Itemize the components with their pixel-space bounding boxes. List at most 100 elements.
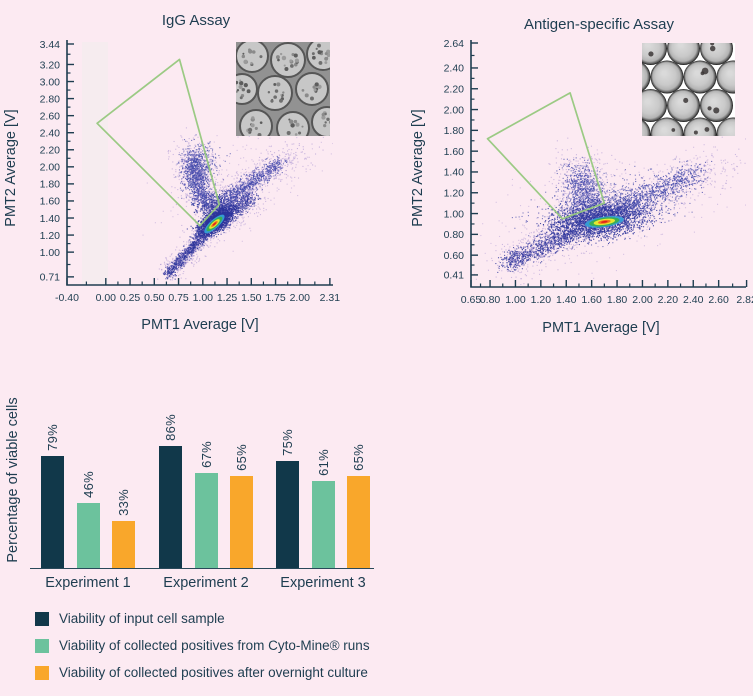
x-tick-label: 2.31 bbox=[320, 292, 341, 304]
bar-value-label: 86% bbox=[162, 414, 178, 441]
legend-label: Viability of collected positives after o… bbox=[59, 665, 368, 680]
bar-2-series-1 bbox=[159, 446, 182, 568]
y-tick-label: 2.20 bbox=[444, 84, 465, 96]
x-axis-label: PMT1 Average [V] bbox=[542, 320, 659, 336]
y-tick-label: 2.60 bbox=[40, 110, 61, 122]
y-tick-label: 1.60 bbox=[444, 146, 465, 158]
y-tick-label: 1.00 bbox=[444, 208, 465, 220]
y-tick-label: 1.20 bbox=[444, 188, 465, 200]
x-tick-label: 1.00 bbox=[193, 292, 214, 304]
bar-value-label: 75% bbox=[279, 429, 295, 456]
sort-gate-polygon bbox=[96, 58, 221, 227]
category-label: Experiment 1 bbox=[45, 575, 131, 591]
chart-legend: Viability of input cell sample Viability … bbox=[35, 611, 370, 680]
y-tick-label: 1.40 bbox=[40, 213, 61, 225]
y-tick-label: 0.71 bbox=[40, 272, 61, 284]
y-tick-label: 1.60 bbox=[40, 196, 61, 208]
y-tick-label: 1.40 bbox=[444, 167, 465, 179]
y-tick-label: 1.20 bbox=[40, 230, 61, 242]
x-tick-label: 0.65 bbox=[461, 294, 482, 306]
x-tick-label: 1.50 bbox=[241, 292, 262, 304]
axis-lines bbox=[470, 40, 746, 288]
y-tick-label: 1.00 bbox=[40, 247, 61, 259]
y-tick-label: 0.60 bbox=[444, 250, 465, 262]
y-tick-label: 2.00 bbox=[40, 162, 61, 174]
y-axis-label: PMT2 Average [V] bbox=[3, 109, 19, 226]
x-tick-label: 1.25 bbox=[217, 292, 238, 304]
x-tick-label: 1.80 bbox=[607, 294, 628, 306]
y-axis-label: PMT2 Average [V] bbox=[410, 109, 426, 226]
x-tick-label: 2.82 bbox=[736, 294, 753, 306]
category-label: Experiment 2 bbox=[163, 575, 249, 591]
legend-swatch bbox=[35, 638, 49, 653]
legend-item: Viability of collected positives after o… bbox=[35, 665, 370, 680]
bar-2-series-3 bbox=[230, 476, 253, 568]
y-tick-label: 3.20 bbox=[40, 59, 61, 71]
bar-1-series-2 bbox=[77, 503, 100, 568]
y-tick-label: 2.20 bbox=[40, 145, 61, 157]
scatter-plot-antigen-specific-assay: 2.64 2.40 2.20 2.00 1.80 1.60 1.40 1.20 1.00 0.80… bbox=[377, 0, 753, 352]
y-tick-label: 2.80 bbox=[40, 93, 61, 105]
axis-lines bbox=[66, 40, 333, 286]
x-tick-label: 0.80 bbox=[480, 294, 501, 306]
legend-swatch bbox=[35, 611, 49, 626]
bar-3-series-2 bbox=[312, 481, 335, 568]
x-tick-label: 2.00 bbox=[290, 292, 311, 304]
bar-value-label: 65% bbox=[233, 444, 249, 471]
x-tick-label: 1.20 bbox=[531, 294, 552, 306]
bar-y-axis-label: Percentage of viable cells bbox=[5, 397, 21, 563]
scatter-plot-igg-assay: 3.44 3.20 3.00 2.80 2.60 2.40 2.20 2.00 1.80 1.60… bbox=[0, 0, 372, 352]
plot-title: IgG Assay bbox=[162, 12, 231, 29]
x-axis-label: PMT1 Average [V] bbox=[141, 317, 258, 333]
x-tick-label: 1.40 bbox=[556, 294, 577, 306]
x-tick-label: 0.50 bbox=[144, 292, 165, 304]
y-tick-label: 2.40 bbox=[40, 127, 61, 139]
y-tick-label: 3.00 bbox=[40, 76, 61, 88]
y-tick-label: 2.64 bbox=[444, 38, 465, 50]
x-tick-label: 0.25 bbox=[120, 292, 141, 304]
x-tick-label: 1.75 bbox=[265, 292, 286, 304]
x-tick-label: 2.20 bbox=[658, 294, 679, 306]
x-tick-label: -0.40 bbox=[55, 292, 79, 304]
bar-value-label: 46% bbox=[80, 471, 96, 498]
x-tick-label: 1.00 bbox=[505, 294, 526, 306]
igg-assay-density-canvas bbox=[0, 0, 372, 352]
viability-bar-chart: Percentage of viable cells 79% 46% 33% Exper… bbox=[0, 385, 440, 615]
bar-2-series-2 bbox=[195, 473, 218, 568]
legend-item: Viability of input cell sample bbox=[35, 611, 370, 626]
bar-1-series-1 bbox=[41, 456, 64, 568]
legend-item: Viability of collected positives from Cy… bbox=[35, 638, 370, 653]
x-tick-label: 1.60 bbox=[581, 294, 602, 306]
bar-value-label: 61% bbox=[315, 449, 331, 476]
antigen-specific-assay-density-canvas bbox=[377, 0, 753, 352]
bar-1-series-3 bbox=[112, 521, 135, 568]
legend-label: Viability of collected positives from Cy… bbox=[59, 638, 370, 653]
y-tick-label: 1.80 bbox=[444, 125, 465, 137]
bar-value-label: 33% bbox=[115, 489, 131, 516]
x-tick-label: 2.40 bbox=[683, 294, 704, 306]
y-tick-label: 2.40 bbox=[444, 63, 465, 75]
x-tick-label: 0.00 bbox=[96, 292, 117, 304]
bar-3-series-3 bbox=[347, 476, 370, 568]
bar-x-axis-line bbox=[30, 568, 374, 570]
y-tick-label: 3.44 bbox=[40, 39, 61, 51]
legend-label: Viability of input cell sample bbox=[59, 611, 225, 626]
legend-swatch bbox=[35, 665, 49, 680]
y-tick-label: 1.80 bbox=[40, 179, 61, 191]
igg-assay-axes-overlay: 3.44 3.20 3.00 2.80 2.60 2.40 2.20 2.00 1.80 1.60… bbox=[3, 12, 341, 333]
bar-value-label: 65% bbox=[350, 444, 366, 471]
sort-gate-polygon bbox=[486, 92, 606, 220]
x-tick-label: 0.75 bbox=[168, 292, 189, 304]
category-label: Experiment 3 bbox=[280, 575, 366, 591]
bar-value-label: 79% bbox=[44, 424, 60, 451]
y-tick-label: 2.00 bbox=[444, 104, 465, 116]
bar-value-label: 67% bbox=[198, 441, 214, 468]
bar-3-series-1 bbox=[276, 461, 299, 568]
plot-title: Antigen-specific Assay bbox=[524, 16, 675, 33]
x-tick-label: 2.00 bbox=[632, 294, 653, 306]
x-tick-label: 2.60 bbox=[708, 294, 729, 306]
y-tick-label: 0.41 bbox=[444, 270, 465, 282]
y-tick-label: 0.80 bbox=[444, 229, 465, 241]
antigen-specific-assay-axes-overlay: 2.64 2.40 2.20 2.00 1.80 1.60 1.40 1.20 1.00 0.80… bbox=[410, 16, 753, 336]
